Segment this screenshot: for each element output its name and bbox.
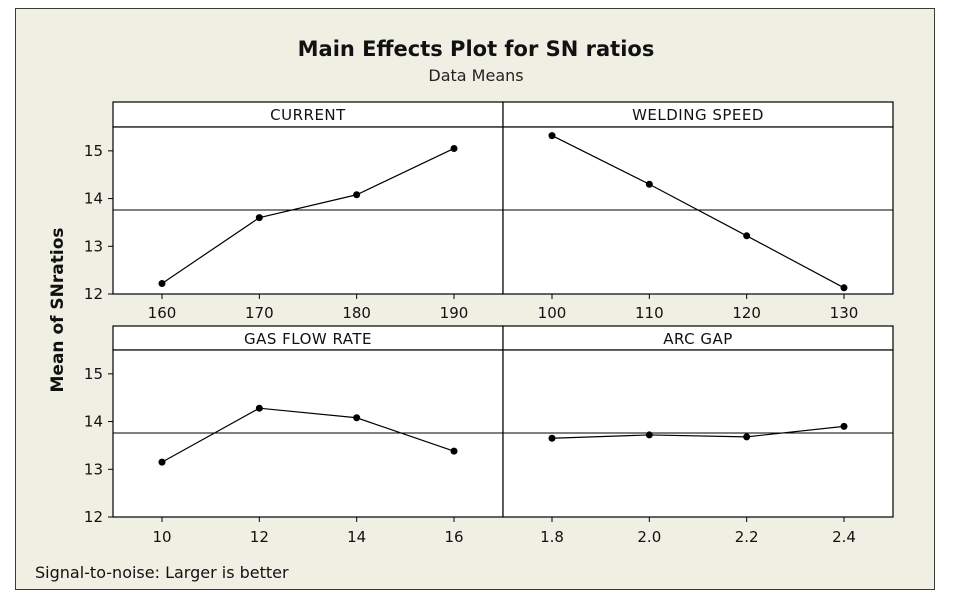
panel-arc-gap: ARC GAP 1.8 2.0 2.2 2.4 bbox=[502, 325, 894, 546]
panel-label: WELDING SPEED bbox=[632, 106, 764, 124]
data-point bbox=[743, 232, 751, 240]
y-tick-label: 13 bbox=[84, 237, 103, 255]
data-point bbox=[158, 280, 166, 288]
x-tick-label: 130 bbox=[830, 304, 859, 322]
x-tick-label: 12 bbox=[250, 528, 269, 546]
x-tick-label: 100 bbox=[538, 304, 567, 322]
x-tick-label: 120 bbox=[732, 304, 761, 322]
data-point bbox=[158, 458, 166, 466]
x-tick-label: 2.2 bbox=[735, 528, 759, 546]
data-point bbox=[255, 404, 263, 412]
panel-current: CURRENT 160 170 180 190 12 13 14 15 bbox=[84, 101, 504, 322]
x-tick-label: 2.4 bbox=[832, 528, 856, 546]
data-point bbox=[255, 214, 263, 222]
data-point bbox=[353, 191, 361, 199]
y-tick-label: 14 bbox=[84, 190, 103, 208]
x-tick-label: 160 bbox=[148, 304, 177, 322]
x-tick-label: 180 bbox=[342, 304, 371, 322]
y-tick-label: 15 bbox=[84, 142, 103, 160]
x-tick-label: 190 bbox=[440, 304, 469, 322]
y-tick-label: 13 bbox=[84, 460, 103, 478]
x-tick-label: 110 bbox=[635, 304, 664, 322]
panel-label: GAS FLOW RATE bbox=[244, 330, 372, 348]
y-tick-label: 12 bbox=[84, 508, 103, 526]
chart-title: Main Effects Plot for SN ratios bbox=[298, 37, 655, 61]
panel-label: CURRENT bbox=[270, 106, 346, 124]
data-point bbox=[743, 433, 751, 441]
panel-welding-speed: WELDING SPEED 100 110 120 130 bbox=[502, 101, 894, 322]
footnote: Signal-to-noise: Larger is better bbox=[35, 563, 289, 582]
x-tick-label: 170 bbox=[245, 304, 274, 322]
y-tick-label: 12 bbox=[84, 285, 103, 303]
y-tick-label: 14 bbox=[84, 413, 103, 431]
data-point bbox=[840, 284, 848, 292]
x-tick-label: 2.0 bbox=[637, 528, 661, 546]
data-point bbox=[840, 422, 848, 430]
x-tick-label: 1.8 bbox=[540, 528, 564, 546]
x-tick-label: 10 bbox=[152, 528, 171, 546]
panel-header bbox=[502, 325, 894, 351]
x-tick-label: 14 bbox=[347, 528, 366, 546]
panel-gas-flow-rate: GAS FLOW RATE 10 12 14 16 12 13 14 15 bbox=[84, 325, 504, 546]
panel-header bbox=[112, 325, 504, 351]
series-line bbox=[161, 407, 455, 463]
data-point bbox=[645, 180, 653, 188]
series-line bbox=[551, 135, 845, 289]
data-point bbox=[450, 447, 458, 455]
panel-header bbox=[502, 101, 894, 128]
panel-header bbox=[112, 101, 504, 128]
data-point bbox=[450, 144, 458, 152]
panel-label: ARC GAP bbox=[663, 330, 733, 348]
chart-subtitle: Data Means bbox=[428, 66, 523, 85]
y-tick-label: 15 bbox=[84, 365, 103, 383]
x-tick-label: 16 bbox=[444, 528, 463, 546]
data-point bbox=[645, 431, 653, 439]
panels-group: CURRENT 160 170 180 190 12 13 14 15 WELDING SPEED… bbox=[84, 101, 894, 546]
data-point bbox=[548, 132, 556, 140]
series-line bbox=[551, 425, 845, 439]
data-point bbox=[353, 414, 361, 422]
data-point bbox=[548, 434, 556, 442]
y-axis-label: Mean of SNratios bbox=[48, 227, 68, 392]
series-line bbox=[161, 147, 455, 284]
